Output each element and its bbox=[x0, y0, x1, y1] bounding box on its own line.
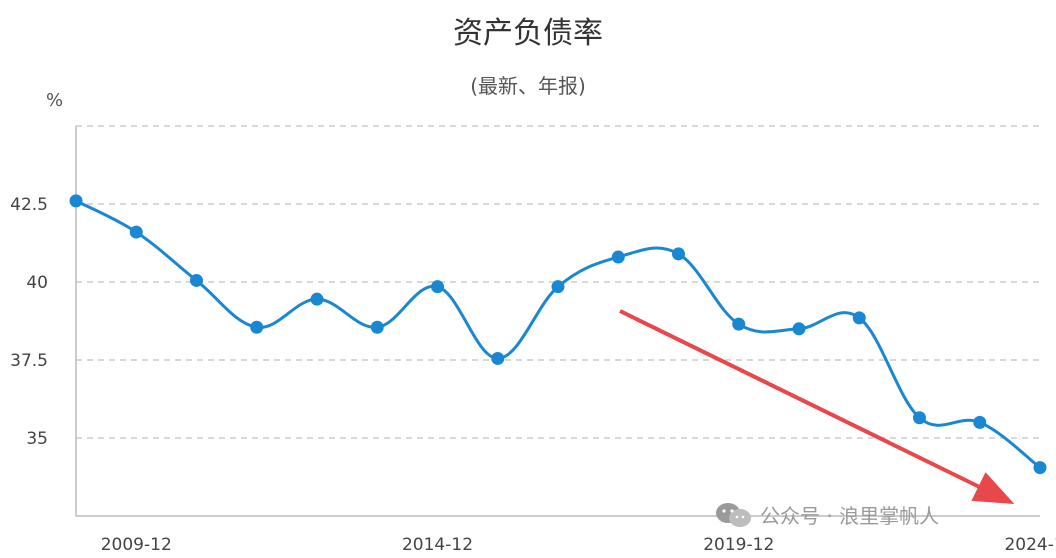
watermark: 公众号 · 浪里掌帆人 bbox=[714, 500, 939, 529]
trend-arrow bbox=[619, 309, 1015, 505]
y-tick-label: 40 bbox=[26, 273, 48, 293]
y-tick-label: 37.5 bbox=[10, 351, 48, 371]
data-point bbox=[732, 317, 746, 331]
y-tick-label: 35 bbox=[26, 429, 48, 449]
data-point bbox=[672, 247, 685, 261]
data-point bbox=[370, 320, 384, 334]
y-axis-unit: % bbox=[46, 90, 64, 111]
x-tick-label: 2009-12 bbox=[101, 535, 172, 555]
data-point bbox=[1033, 461, 1047, 475]
data-point bbox=[491, 351, 505, 365]
series-line bbox=[75, 199, 1041, 469]
data-point bbox=[310, 292, 324, 306]
data-point bbox=[551, 280, 565, 294]
data-point bbox=[611, 250, 625, 264]
data-point bbox=[431, 280, 444, 294]
x-tick-label: 2019-12 bbox=[703, 535, 774, 555]
x-tick-label: 2024-12 bbox=[1004, 535, 1056, 555]
data-point bbox=[190, 273, 203, 287]
data-point bbox=[250, 320, 264, 334]
wechat-icon bbox=[716, 502, 751, 527]
data-point bbox=[792, 322, 806, 336]
data-point bbox=[129, 225, 143, 239]
data-point bbox=[973, 415, 987, 429]
data-point bbox=[913, 411, 926, 425]
chart-subtitle: (最新、年报) bbox=[470, 74, 586, 98]
data-point bbox=[852, 311, 866, 325]
x-tick-label: 2014-12 bbox=[402, 535, 473, 555]
chart-title: 资产负债率 bbox=[453, 16, 603, 51]
data-point bbox=[69, 194, 83, 208]
watermark-text: 公众号 · 浪里掌帆人 bbox=[760, 504, 940, 528]
y-tick-label: 42.5 bbox=[10, 195, 48, 215]
